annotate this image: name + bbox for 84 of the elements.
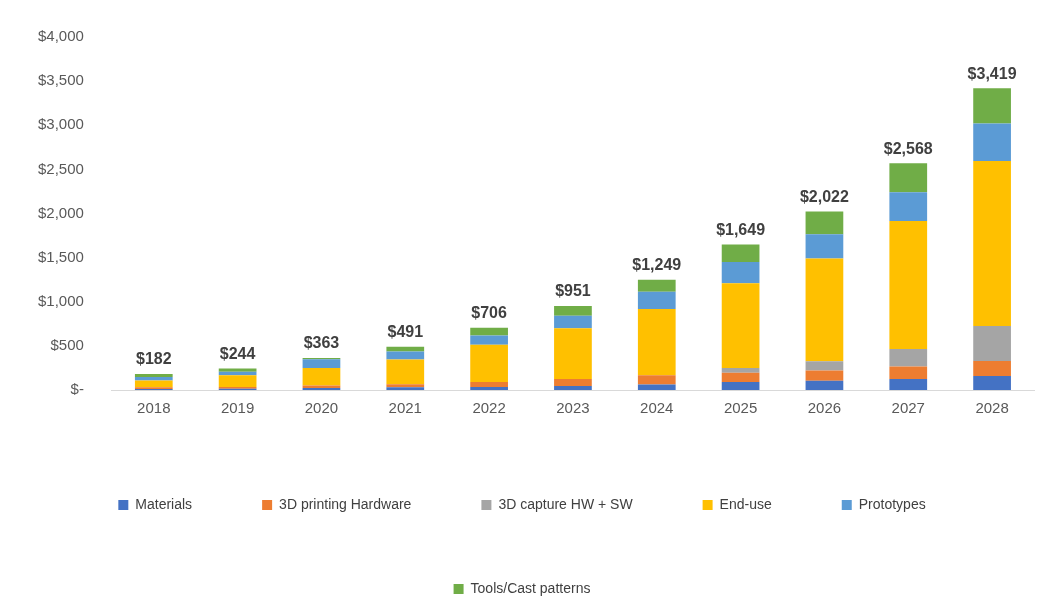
bar — [386, 351, 425, 360]
bar — [889, 366, 928, 379]
x-tick-label: 2028 — [975, 399, 1009, 417]
x-tick-label: 2025 — [723, 399, 758, 417]
bar — [554, 306, 592, 316]
bar — [973, 88, 1011, 124]
x-tick-label: 2018 — [137, 399, 171, 417]
legend-label: End-use — [719, 495, 772, 512]
bar — [889, 221, 928, 349]
bar — [805, 361, 844, 371]
total-label: $1,249 — [632, 256, 682, 274]
bar — [805, 211, 844, 235]
bar — [721, 372, 760, 383]
bar — [973, 123, 1011, 161]
total-label: $3,419 — [967, 64, 1017, 82]
total-label: $2,022 — [799, 187, 849, 205]
bar — [805, 380, 844, 390]
bar — [637, 291, 676, 309]
bar — [134, 373, 173, 378]
total-label: $706 — [471, 304, 508, 322]
bar — [386, 359, 425, 385]
y-tick-label: $2,000 — [37, 203, 84, 221]
y-tick-label: $1,500 — [37, 247, 84, 265]
total-label: $244 — [219, 344, 256, 362]
bar — [637, 279, 676, 292]
x-tick-label: 2027 — [891, 399, 925, 417]
bar — [302, 368, 341, 386]
bar — [134, 377, 173, 381]
y-tick-label: $3,500 — [37, 71, 84, 89]
bar — [973, 375, 1011, 390]
bar — [554, 328, 592, 379]
x-tick-label: 2021 — [388, 399, 422, 417]
bar — [721, 244, 760, 263]
bar — [637, 375, 676, 385]
y-tick-label: $1,000 — [37, 291, 84, 309]
legend-label: Prototypes — [858, 495, 926, 512]
bar — [470, 335, 508, 345]
bar — [973, 160, 1011, 327]
bar — [889, 192, 928, 221]
bar — [889, 163, 928, 193]
bar — [889, 378, 928, 390]
legend-label: Tools/Cast patterns — [470, 579, 591, 596]
y-tick-label: $2,500 — [37, 159, 84, 177]
bar — [721, 262, 760, 284]
y-tick-label: $4,000 — [37, 27, 84, 45]
y-tick-label: $3,000 — [37, 115, 84, 133]
bar — [721, 382, 760, 390]
bar — [805, 234, 844, 259]
bar — [721, 283, 760, 368]
bar — [973, 326, 1011, 361]
legend-label: Materials — [135, 495, 193, 512]
x-tick-label: 2024 — [640, 399, 674, 417]
bar — [554, 386, 592, 390]
bar — [973, 360, 1011, 376]
bar — [218, 368, 257, 372]
bar — [302, 359, 341, 369]
total-label: $2,568 — [883, 139, 933, 157]
y-tick-label: $500 — [50, 336, 84, 354]
total-label: $1,649 — [716, 220, 766, 238]
x-tick-label: 2026 — [807, 399, 842, 417]
bar — [637, 384, 676, 390]
bar — [805, 370, 844, 381]
x-tick-label: 2020 — [304, 399, 339, 417]
total-label: $491 — [387, 323, 424, 341]
bar — [554, 378, 592, 387]
total-label: $182 — [136, 350, 172, 368]
bar — [637, 308, 676, 376]
x-tick-label: 2022 — [472, 399, 506, 417]
x-tick-label: 2023 — [556, 399, 590, 417]
bar — [470, 344, 508, 383]
x-tick-label: 2019 — [220, 399, 255, 417]
total-label: $363 — [303, 334, 340, 352]
bar — [805, 258, 844, 362]
bar — [554, 315, 592, 329]
legend-label: 3D capture HW + SW — [498, 495, 634, 512]
total-label: $951 — [555, 282, 591, 300]
legend-label: 3D printing Hardware — [279, 495, 412, 512]
bar — [721, 367, 760, 373]
bar — [470, 382, 508, 387]
bar — [470, 386, 508, 390]
y-tick-label: $- — [70, 380, 84, 398]
bar — [889, 348, 928, 367]
bar — [218, 375, 257, 387]
bar — [470, 327, 508, 336]
